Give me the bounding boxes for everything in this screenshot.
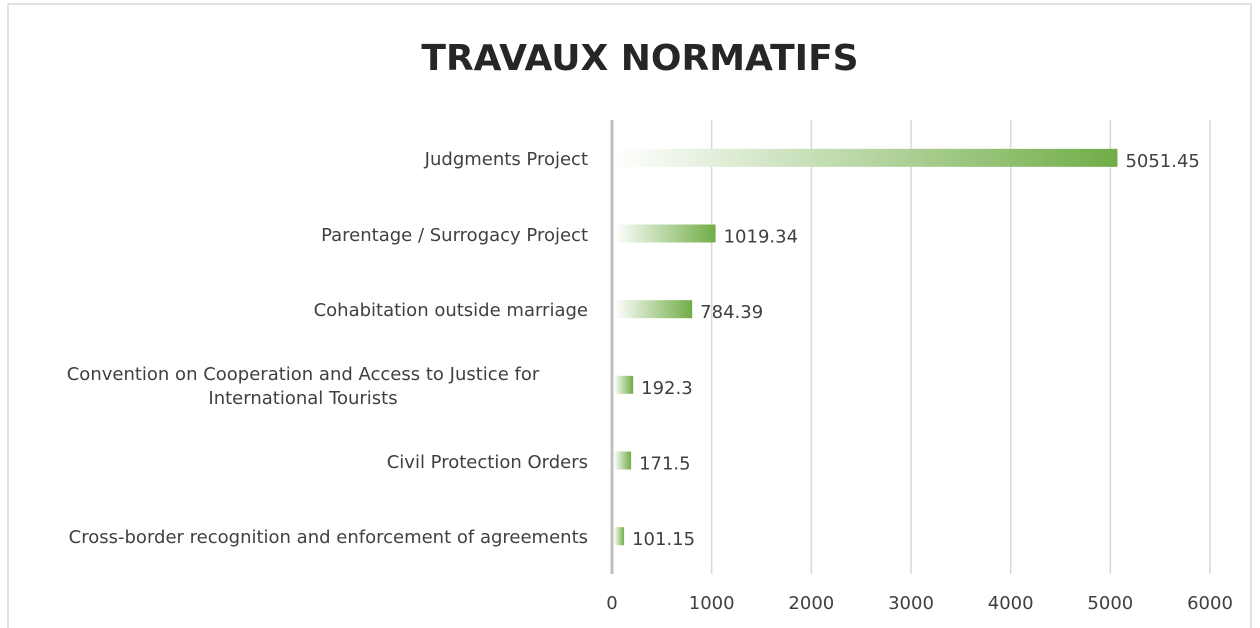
value-label: 1019.34 bbox=[724, 227, 798, 248]
bar bbox=[614, 451, 632, 470]
bar bbox=[614, 224, 716, 243]
bar bbox=[614, 148, 1118, 167]
value-label: 101.15 bbox=[632, 529, 695, 550]
bar bbox=[614, 527, 625, 546]
value-label: 192.3 bbox=[641, 378, 693, 399]
bar bbox=[614, 375, 634, 394]
y-tick-label: Convention on Cooperation and Access to … bbox=[66, 363, 540, 409]
x-tick-label: 6000 bbox=[1187, 593, 1233, 614]
x-tick-label: 4000 bbox=[988, 593, 1034, 614]
value-label: 5051.45 bbox=[1125, 151, 1199, 172]
y-tick-label: Judgments Project bbox=[424, 148, 588, 170]
y-tick-label: Civil Protection Orders bbox=[386, 451, 588, 473]
x-tick-label: 3000 bbox=[888, 593, 934, 614]
y-tick-label: Parentage / Surrogacy Project bbox=[321, 224, 588, 246]
x-tick-label: 2000 bbox=[788, 593, 834, 614]
x-tick-label: 5000 bbox=[1087, 593, 1133, 614]
bar bbox=[614, 300, 693, 319]
chart-border bbox=[7, 3, 1252, 628]
value-label: 784.39 bbox=[700, 302, 763, 323]
x-tick-label: 0 bbox=[606, 593, 617, 614]
value-label: 171.5 bbox=[639, 454, 691, 475]
y-tick-label: Cross-border recognition and enforcement… bbox=[68, 527, 588, 549]
x-tick-label: 1000 bbox=[689, 593, 735, 614]
y-tick-label: Cohabitation outside marriage bbox=[313, 300, 588, 322]
chart-title: TRAVAUX NORMATIFS bbox=[421, 38, 858, 79]
